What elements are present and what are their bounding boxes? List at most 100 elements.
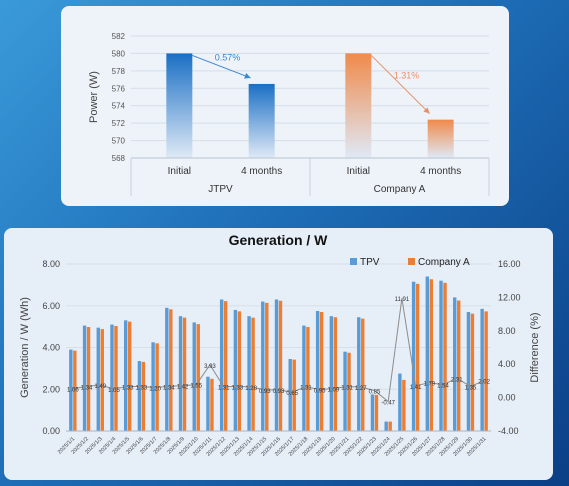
bar xyxy=(453,297,457,431)
bar xyxy=(247,316,251,431)
change-arrow xyxy=(370,55,431,115)
bar xyxy=(384,421,388,431)
bar xyxy=(411,281,416,431)
bar xyxy=(96,327,100,431)
bar xyxy=(114,325,118,431)
generation-combo-chart: Generation / W 0.00 2.00 4.00 6.00 8.00 -4.00 0… xyxy=(19,232,541,458)
power-bar-chart: 568 570 572 574 576 578 580 582 Power (W) Initial… xyxy=(88,32,490,196)
difference-data-label: 0.65 xyxy=(286,391,298,397)
bar xyxy=(141,361,146,431)
y2-tick-label: 12.00 xyxy=(498,292,521,302)
bar xyxy=(484,311,488,431)
bar xyxy=(233,309,238,431)
bar xyxy=(388,421,392,431)
difference-data-label: 2.02 xyxy=(478,380,490,386)
bar xyxy=(151,342,155,431)
difference-data-label: 2.31 xyxy=(451,377,463,383)
bar xyxy=(196,324,200,431)
bar xyxy=(137,361,142,431)
bar xyxy=(374,394,379,431)
category-label: Initial xyxy=(347,166,370,177)
bar xyxy=(127,321,132,431)
change-label: 1.31% xyxy=(394,71,420,81)
legend-label: Company A xyxy=(418,257,470,268)
bar xyxy=(123,320,128,431)
y2-tick-label: -4.00 xyxy=(498,426,519,436)
y-tick-label: 570 xyxy=(112,137,126,146)
bar xyxy=(206,376,210,431)
y2-tick-label: 16.00 xyxy=(498,259,521,269)
difference-data-label: 1.31 xyxy=(341,386,353,392)
difference-line xyxy=(72,298,485,403)
bar xyxy=(427,119,454,158)
difference-data-label: 0.93 xyxy=(259,389,271,395)
difference-data-label: 1.28 xyxy=(245,386,257,392)
bar xyxy=(457,300,461,431)
bar xyxy=(288,358,292,431)
difference-data-label: 1.31 xyxy=(218,386,230,392)
bar xyxy=(480,308,484,431)
difference-data-label: 0.95 xyxy=(314,389,326,395)
power-comparison-card: 568 570 572 574 576 578 580 582 Power (W) Initial… xyxy=(61,6,509,206)
y-tick-label: 568 xyxy=(112,154,126,163)
bar xyxy=(265,302,269,431)
y-tick-label: 0.00 xyxy=(42,426,60,436)
difference-data-label: 1.41 xyxy=(410,385,422,391)
y-tick-label: 582 xyxy=(112,32,126,41)
bar xyxy=(166,53,193,158)
bar xyxy=(319,312,324,431)
bar xyxy=(100,329,104,431)
bar xyxy=(178,316,183,431)
bar xyxy=(110,324,114,431)
difference-data-label: 1.09 xyxy=(327,387,339,393)
bar xyxy=(278,300,283,431)
bar xyxy=(425,276,430,431)
bar xyxy=(251,317,255,431)
difference-data-label: 0.85 xyxy=(369,390,381,396)
bar xyxy=(306,327,310,431)
bar xyxy=(333,317,338,431)
difference-data-label: 1.55 xyxy=(190,384,202,390)
bar xyxy=(274,299,279,431)
bar xyxy=(347,352,351,431)
bar xyxy=(466,312,471,431)
bar xyxy=(302,325,306,431)
difference-data-label: 1.31 xyxy=(300,386,312,392)
difference-data-label: 3.93 xyxy=(204,364,216,370)
y2-tick-label: 4.00 xyxy=(498,359,516,369)
y-tick-label: 8.00 xyxy=(42,259,60,269)
difference-data-label: 1.33 xyxy=(122,385,134,391)
difference-data-label: 1.79 xyxy=(423,382,435,388)
y-axis-title: Power (W) xyxy=(88,71,100,123)
bar xyxy=(248,83,275,158)
bar xyxy=(329,316,334,431)
difference-data-label: 1.20 xyxy=(149,387,161,393)
bar xyxy=(292,359,296,431)
bar xyxy=(402,379,406,431)
category-label: 4 months xyxy=(241,166,282,177)
bar xyxy=(261,301,265,431)
bar xyxy=(343,351,347,431)
bar xyxy=(357,317,361,431)
bar xyxy=(182,317,187,431)
y-tick-label: 4.00 xyxy=(42,343,60,353)
y-tick-label: 574 xyxy=(112,102,126,111)
bar xyxy=(210,378,214,431)
difference-data-label: 1.06 xyxy=(67,388,79,394)
difference-data-label: 1.35 xyxy=(465,385,477,391)
bar xyxy=(237,311,242,431)
difference-data-label: 1.49 xyxy=(94,384,106,390)
bar xyxy=(219,299,224,431)
y2-tick-label: 0.00 xyxy=(498,393,516,403)
difference-data-label: 1.54 xyxy=(437,384,449,390)
group-label: JTPV xyxy=(208,184,233,195)
bar xyxy=(223,301,228,431)
difference-data-label: 1.27 xyxy=(355,386,367,392)
category-label: Initial xyxy=(168,166,191,177)
y-tick-label: 580 xyxy=(112,49,126,58)
bar xyxy=(86,327,91,431)
generation-chart-card: Generation / W 0.00 2.00 4.00 6.00 8.00 -4.00 0… xyxy=(4,228,553,480)
y-tick-label: 578 xyxy=(112,67,126,76)
bar xyxy=(82,325,87,431)
bar xyxy=(470,313,475,431)
